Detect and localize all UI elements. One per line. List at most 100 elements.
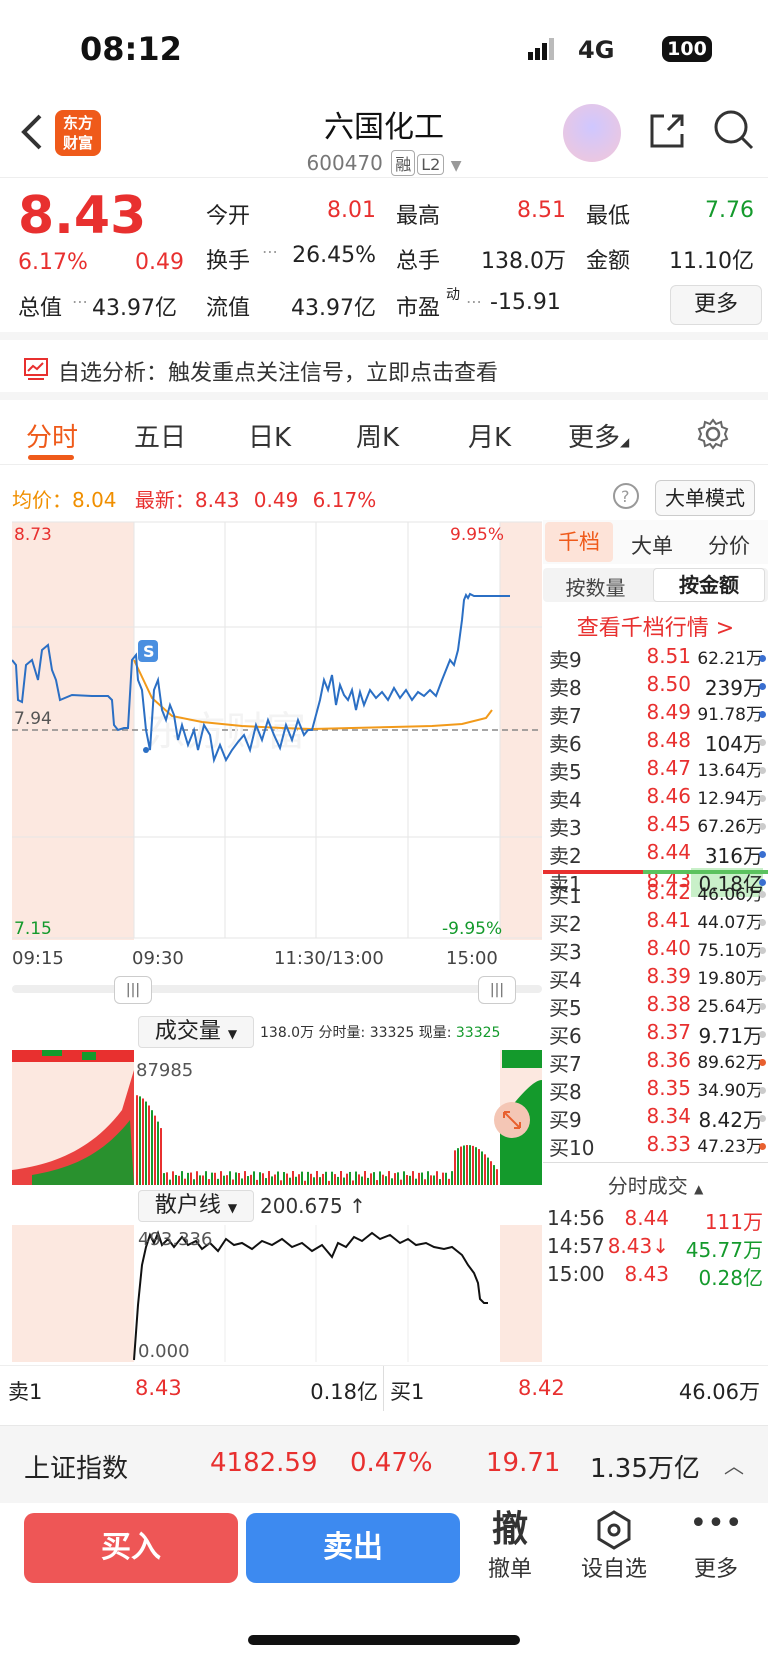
bid-row[interactable]: 买2 8.41 44.07万: [543, 908, 768, 937]
help-icon[interactable]: ?: [612, 482, 640, 514]
info-icon[interactable]: ⋯: [72, 292, 88, 311]
cancel-order-button[interactable]: 撤 撤单: [470, 1509, 550, 1583]
chevron-down-icon[interactable]: ▼: [450, 158, 462, 174]
volume-bar: [292, 1171, 294, 1185]
bid-row[interactable]: 买3 8.40 75.10万: [543, 936, 768, 965]
big-order-mode-button[interactable]: 大单模式: [655, 480, 755, 516]
view-depth-link[interactable]: 查看千档行情 >: [576, 616, 735, 641]
tab-monthly-k[interactable]: 月K: [468, 423, 512, 453]
tick-row[interactable]: 15:00 8.43 0.28亿: [543, 1262, 768, 1291]
ticks-title[interactable]: 分时成交 ▲: [607, 1174, 704, 1198]
chevron-up-icon[interactable]: ︿: [724, 1454, 744, 1478]
tab-intraday[interactable]: 分时: [26, 423, 79, 453]
tab-five-day[interactable]: 五日: [134, 423, 187, 453]
analysis-alert[interactable]: 自选分析：触发重点关注信号，立即点击查看: [0, 340, 768, 400]
volume-bar: [280, 1180, 282, 1185]
ask-row[interactable]: 卖9 8.51 62.21万: [543, 644, 768, 673]
slider-handle-left[interactable]: |||: [114, 976, 152, 1004]
volume-bar: [235, 1172, 237, 1185]
tab-more[interactable]: 更多◢: [568, 423, 630, 453]
volume-bar: [373, 1172, 375, 1185]
bid-label: 买3: [549, 940, 582, 964]
index-ticker[interactable]: 上证指数 4182.59 0.47% 19.71 1.35万亿 ︿: [0, 1425, 768, 1503]
ask-row[interactable]: 卖4 8.46 12.94万: [543, 784, 768, 813]
by-quantity-button[interactable]: 按数量: [565, 576, 626, 600]
add-favorite-button[interactable]: 设自选: [574, 1509, 654, 1583]
bid-row[interactable]: 买1 8.42 46.06万: [543, 880, 768, 909]
volume-bar: [295, 1176, 297, 1185]
tab-daily-k[interactable]: 日K: [248, 423, 292, 453]
ask-price: 8.47: [646, 756, 691, 780]
bid-label: 买6: [549, 1024, 582, 1048]
info-icon[interactable]: ⋯: [466, 292, 482, 311]
ask-row[interactable]: 卖3 8.45 67.26万: [543, 812, 768, 841]
bid-volume: 44.07万: [697, 913, 763, 933]
stock-title: 六国化工 600470 融 L2 ▼: [0, 100, 768, 176]
sell-button[interactable]: 卖出: [246, 1513, 460, 1583]
bid-row[interactable]: 买10 8.33 47.23万: [543, 1132, 768, 1161]
volume-bar: [211, 1172, 213, 1185]
bottom-ask1-label: 卖1: [8, 1380, 43, 1404]
bid-row[interactable]: 买9 8.34 8.42万: [543, 1104, 768, 1133]
trade-action-bar: 买入 卖出 撤 撤单 设自选 ••• 更多: [0, 1503, 768, 1623]
bid-row[interactable]: 买4 8.39 19.80万: [543, 964, 768, 993]
buy-button[interactable]: 买入: [24, 1513, 238, 1583]
ask-row[interactable]: 卖8 8.50 239万: [543, 672, 768, 701]
volume-bar: [301, 1171, 303, 1185]
intraday-chart[interactable]: 东方财富 S 8.73 7.94 7.15 9.95% -9.95%: [11, 520, 542, 940]
volume-bar: [298, 1174, 300, 1185]
tick-row[interactable]: 14:56 8.44 111万: [543, 1206, 768, 1235]
gear-icon[interactable]: [696, 417, 730, 455]
tab-weekly-k[interactable]: 周K: [356, 423, 400, 453]
bid-row[interactable]: 买6 8.37 9.71万: [543, 1020, 768, 1049]
more-quote-button[interactable]: 更多: [670, 285, 762, 325]
retail-indicator-select[interactable]: 散户线 ▼: [138, 1190, 254, 1222]
share-icon[interactable]: [646, 110, 688, 156]
ask-label: 卖6: [549, 732, 582, 756]
bid-label: 买8: [549, 1080, 582, 1104]
volume-bar: [391, 1178, 393, 1185]
ask-row[interactable]: 卖6 8.48 104万: [543, 728, 768, 757]
favorite-icon: [574, 1509, 654, 1551]
bottom-divider: [383, 1366, 384, 1411]
flow-dot-icon: [759, 1059, 766, 1066]
slider-handle-right[interactable]: |||: [478, 976, 516, 1004]
volume-bar: [241, 1178, 243, 1185]
more-actions-button[interactable]: ••• 更多: [676, 1509, 756, 1583]
bid-row[interactable]: 买8 8.35 34.90万: [543, 1076, 768, 1105]
volume-chart[interactable]: 87985: [12, 1050, 542, 1185]
volume-bar: [490, 1161, 492, 1185]
volume-bar: [226, 1175, 228, 1185]
by-amount-button[interactable]: 按金额: [653, 568, 765, 602]
ask-row[interactable]: 卖2 8.44 316万: [543, 840, 768, 869]
back-icon[interactable]: [18, 112, 44, 156]
bid-row[interactable]: 买5 8.38 25.64万: [543, 992, 768, 1021]
tab-level-thousand[interactable]: 千档: [545, 522, 613, 562]
volume-bar: [415, 1178, 417, 1185]
info-icon[interactable]: ⋯: [262, 242, 278, 261]
orderbook-tabs: 千档 大单 分价: [543, 520, 768, 564]
retail-chart[interactable]: 493.336 0.000: [12, 1225, 542, 1362]
bid-row[interactable]: 买7 8.36 89.62万: [543, 1048, 768, 1077]
ai-robot-icon[interactable]: [563, 104, 621, 162]
volume-indicator-select[interactable]: 成交量 ▼: [138, 1016, 254, 1048]
app-logo[interactable]: 东方 财富: [55, 110, 101, 156]
ask-row[interactable]: 卖7 8.49 91.78万: [543, 700, 768, 729]
svg-text:S: S: [143, 642, 155, 661]
tab-big-order[interactable]: 大单: [631, 534, 673, 558]
index-amount: 1.35万亿: [590, 1454, 700, 1484]
search-icon[interactable]: [712, 108, 756, 156]
volume-bar: [136, 1095, 138, 1185]
ask-price: 8.48: [646, 728, 691, 752]
stock-header: 六国化工 600470 融 L2 ▼ 东方 财富: [0, 100, 768, 178]
range-slider-track[interactable]: [12, 985, 542, 993]
volume-bar: [352, 1180, 354, 1185]
ask-price: 8.44: [646, 840, 691, 864]
tab-price-distribution[interactable]: 分价: [708, 534, 750, 558]
ask-row[interactable]: 卖5 8.47 13.64万: [543, 756, 768, 785]
volume-bar: [217, 1178, 219, 1185]
ask-volume: 0.18亿: [691, 868, 763, 897]
tick-row[interactable]: 14:57 8.43↓ 45.77万: [543, 1234, 768, 1263]
bid-price: 8.36: [646, 1048, 691, 1072]
volume-bar: [163, 1173, 165, 1185]
